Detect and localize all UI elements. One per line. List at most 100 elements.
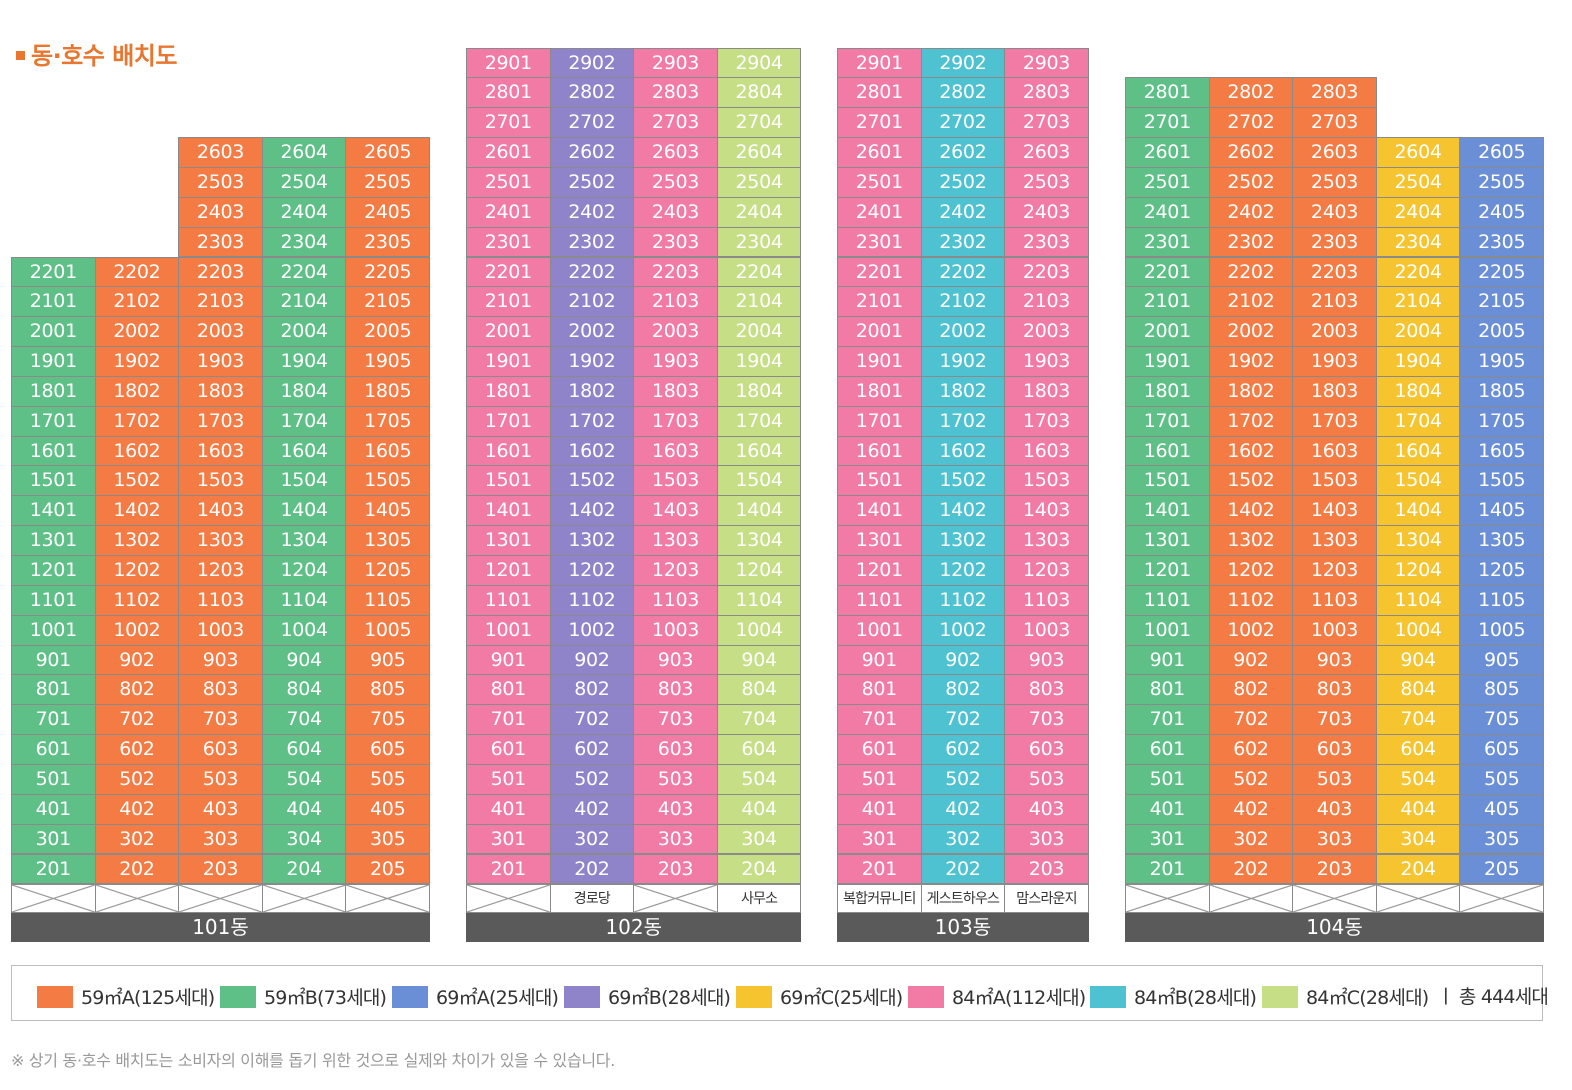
unit-cell: 1004 [261,614,347,646]
unit-cell: 1103 [633,584,718,616]
unit-cell: 704 [716,704,802,736]
ground-facility-label: 맘스라운지 [1016,890,1077,907]
unit-cell: 203 [633,853,718,885]
unit-cell: 2004 [1375,316,1461,348]
unit-cell: 1605 [345,435,430,467]
unit-cell: 1004 [1375,614,1461,646]
unit-cell: 2604 [261,137,347,168]
unit-cell: 2602 [1208,137,1294,168]
building-label: 104동 [1125,913,1544,942]
unit-cell: 1404 [261,495,347,527]
unit-cell: 2002 [920,316,1006,348]
unit-cell: 2002 [1208,316,1294,348]
unit-cell: 2302 [549,226,635,258]
unit-cell: 2502 [549,166,635,198]
unit-cell: 303 [178,823,263,855]
unit-cell: 1105 [1459,584,1544,616]
unit-cell: 704 [261,704,347,736]
unit-cell: 801 [837,674,922,706]
legend-swatch [37,985,73,1008]
unit-cell: 1804 [261,375,347,407]
building-label: 102동 [466,913,802,942]
unit-cell: 602 [549,734,635,765]
unit-cell: 802 [549,674,635,706]
unit-cell: 1702 [920,405,1006,437]
unit-cell: 1202 [549,555,635,586]
unit-cell: 1203 [1004,555,1089,586]
unit-cell: 2902 [920,47,1006,79]
unit-cell: 1902 [1208,346,1294,377]
unit-cell: 602 [94,734,180,765]
unit-cell: 2403 [633,196,718,228]
unit-cell: 405 [345,793,430,825]
unit-cell: 1801 [837,375,922,407]
unit-cell: 604 [1375,734,1461,765]
unit-cell: 804 [1375,674,1461,706]
unit-cell: 1102 [94,584,180,616]
unit-cell: 1001 [1125,614,1210,646]
unit-cell: 1204 [261,555,347,586]
unit-cell: 601 [1125,734,1210,765]
unit-cell: 402 [1208,793,1294,825]
page-title: 동·호수 배치도 [16,36,177,71]
unit-cell: 1503 [1292,465,1377,497]
unit-cell: 1405 [1459,495,1544,527]
unit-cell: 302 [549,823,635,855]
unit-cell: 503 [178,763,263,795]
unit-cell: 1902 [549,346,635,377]
disclaimer-note: ※ 상기 동·호수 배치도는 소비자의 이해를 돕기 위한 것으로 실제와 차이… [11,1051,616,1070]
unit-cell: 2101 [1125,286,1210,318]
unit-cell: 1304 [1375,525,1461,556]
unit-cell: 201 [11,853,96,885]
unit-cell: 1301 [466,525,551,556]
unit-cell: 505 [1459,763,1544,795]
unit-cell: 2603 [1292,137,1377,168]
unit-cell: 1005 [1459,614,1544,646]
unit-cell: 302 [1208,823,1294,855]
unit-cell: 2601 [466,137,551,168]
unit-cell: 1003 [1292,614,1377,646]
unit-cell: 2603 [1004,137,1089,168]
unit-cell: 1805 [345,375,430,407]
unit-cell: 2703 [1292,107,1377,139]
unit-cell: 503 [633,763,718,795]
unit-cell: 901 [1125,644,1210,676]
unit-cell: 204 [261,853,347,885]
unit-cell: 2501 [466,166,551,198]
unit-cell: 801 [11,674,96,706]
legend-label: 84㎡C(28세대) [1306,987,1429,1009]
unit-cell: 2505 [1459,166,1544,198]
unit-cell: 1604 [716,435,802,467]
unit-cell: 904 [1375,644,1461,676]
ground-facility-cell: 복합커뮤니티 [837,883,922,913]
unit-cell: 1102 [1208,584,1294,616]
unit-cell: 1704 [261,405,347,437]
unit-cell: 1502 [920,465,1006,497]
unit-cell: 2103 [1292,286,1377,318]
unit-cell: 1703 [633,405,718,437]
unit-cell: 2701 [1125,107,1210,139]
unit-cell: 802 [920,674,1006,706]
unit-cell: 503 [1004,763,1089,795]
unit-cell: 1403 [1004,495,1089,527]
unit-cell: 1201 [837,555,922,586]
unit-cell: 1401 [837,495,922,527]
unit-cell: 303 [633,823,718,855]
unit-cell: 901 [466,644,551,676]
legend-label: 84㎡A(112세대) [952,987,1086,1009]
unit-cell: 1305 [1459,525,1544,556]
unit-cell: 1803 [633,375,718,407]
unit-cell: 2303 [1004,226,1089,258]
unit-cell: 801 [1125,674,1210,706]
unit-cell: 1803 [1292,375,1377,407]
unit-cell: 602 [1208,734,1294,765]
piloti-cell [1375,883,1461,913]
unit-cell: 2005 [1459,316,1544,348]
unit-cell: 1704 [1375,405,1461,437]
unit-cell: 2102 [94,286,180,318]
unit-cell: 2001 [11,316,96,348]
unit-cell: 2201 [837,256,922,288]
unit-cell: 1801 [1125,375,1210,407]
unit-cell: 1604 [1375,435,1461,467]
unit-cell: 401 [837,793,922,825]
